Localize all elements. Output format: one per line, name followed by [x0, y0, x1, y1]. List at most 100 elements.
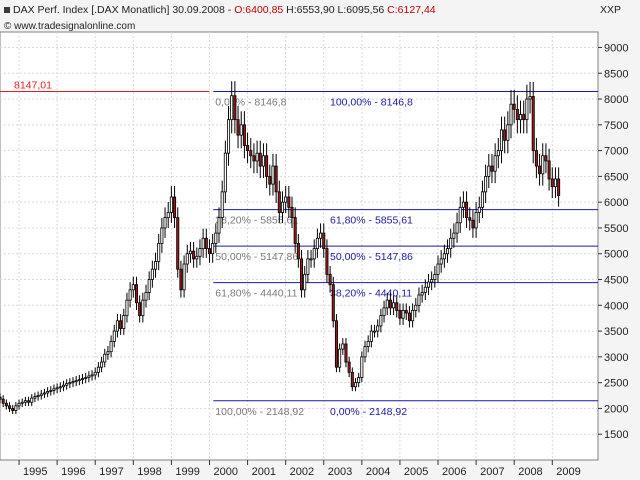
candle-body	[385, 299, 389, 309]
candle-body	[230, 95, 234, 121]
fib-right-label: 0,00% - 2148,92	[330, 406, 407, 418]
candle-body	[531, 96, 535, 152]
candle-body	[23, 400, 27, 403]
candle-body	[246, 145, 250, 152]
candle-body	[417, 294, 421, 306]
candle-body	[188, 250, 192, 255]
candle-body	[363, 346, 367, 358]
candle-body	[122, 315, 126, 329]
candle-body	[373, 330, 377, 333]
candle-body	[138, 302, 142, 317]
close-value: C:6127,44	[387, 4, 436, 16]
candle-body	[503, 129, 507, 141]
fib-right-label: 100,00% - 8146,8	[330, 96, 413, 108]
x-tick-label: 2003	[328, 466, 352, 478]
candle-body	[544, 155, 548, 162]
candle-body	[319, 232, 323, 239]
candle-body	[163, 217, 167, 229]
x-tick-label: 1999	[175, 466, 199, 478]
y-tick-label: 7500	[604, 120, 628, 132]
candle-body	[84, 377, 88, 379]
x-tick-label: 1997	[99, 466, 123, 478]
candle-body	[550, 178, 554, 188]
candle-body	[271, 165, 275, 185]
candle-body	[493, 155, 497, 172]
candle-body	[461, 201, 465, 208]
x-tick-label: 2008	[518, 466, 542, 478]
candle-body	[182, 263, 186, 291]
candle-body	[458, 206, 462, 224]
series-marker-icon	[4, 7, 10, 14]
candle-body	[338, 348, 342, 368]
candle-body	[522, 114, 526, 121]
candle-body	[439, 258, 443, 265]
candle-body	[525, 98, 529, 121]
candle-body	[211, 243, 215, 255]
candle-body	[217, 217, 221, 234]
candle-body	[81, 378, 85, 380]
candle-body	[449, 237, 453, 249]
candle-body	[553, 178, 557, 188]
candle-body	[157, 243, 161, 262]
candle-body	[541, 155, 545, 175]
candle-body	[344, 343, 348, 363]
candle-body	[341, 343, 345, 350]
candle-body	[249, 150, 253, 157]
candle-body	[528, 96, 532, 100]
candle-body	[484, 175, 488, 193]
x-tick-label: 2006	[442, 466, 466, 478]
candle-body	[284, 196, 288, 203]
y-tick-label: 6500	[604, 171, 628, 183]
candle-body	[74, 380, 78, 383]
candle-body	[433, 273, 437, 280]
candle-body	[512, 103, 516, 110]
candle-body	[442, 253, 446, 260]
y-tick-label: 2500	[604, 378, 628, 390]
fib-left-label: 50,00% - 5147,86	[215, 251, 298, 263]
fib-left-label: 61,80% - 4440,11	[215, 288, 297, 300]
x-tick-label: 2004	[366, 466, 390, 478]
candle-body	[20, 401, 24, 404]
candle-body	[150, 268, 154, 280]
candle-body	[11, 408, 15, 411]
x-tick-label: 2009	[556, 466, 580, 478]
candle-body	[52, 388, 56, 391]
candle-body	[58, 386, 62, 389]
candle-body	[68, 382, 72, 385]
candle-body	[77, 379, 81, 381]
candle-body	[30, 397, 34, 403]
candle-body	[17, 402, 21, 407]
candle-body	[115, 320, 119, 332]
candle-body	[515, 108, 519, 121]
candle-body	[306, 258, 310, 275]
y-tick-label: 7000	[604, 146, 628, 158]
candle-body	[8, 405, 12, 409]
candle-body	[242, 124, 246, 146]
candle-body	[36, 395, 40, 397]
candle-body	[277, 191, 281, 213]
candle-body	[430, 279, 434, 283]
candle-body	[258, 152, 262, 167]
candle-body	[452, 232, 456, 239]
candle-body	[223, 152, 227, 193]
candle-body	[141, 299, 145, 317]
candle-body	[39, 393, 43, 396]
chart-title: DAX Perf. Index [.DAX Monatlich] 30.09.2…	[4, 4, 436, 16]
candle-body	[300, 258, 304, 291]
candle-body	[506, 124, 510, 141]
candle-body	[388, 299, 392, 309]
candle-body	[214, 232, 218, 244]
candle-body	[220, 191, 224, 219]
candle-body	[166, 212, 170, 219]
candle-body	[169, 196, 173, 213]
candle-body	[465, 201, 469, 219]
candle-body	[414, 304, 418, 311]
high-marker-label: 8147,01	[14, 79, 52, 91]
candle-body	[96, 366, 100, 373]
y-tick-label: 4500	[604, 275, 628, 287]
candle-body	[293, 217, 297, 244]
candle-body	[538, 165, 542, 175]
candle-body	[509, 103, 513, 126]
y-tick-label: 9000	[604, 42, 628, 54]
candle-body	[328, 273, 332, 286]
